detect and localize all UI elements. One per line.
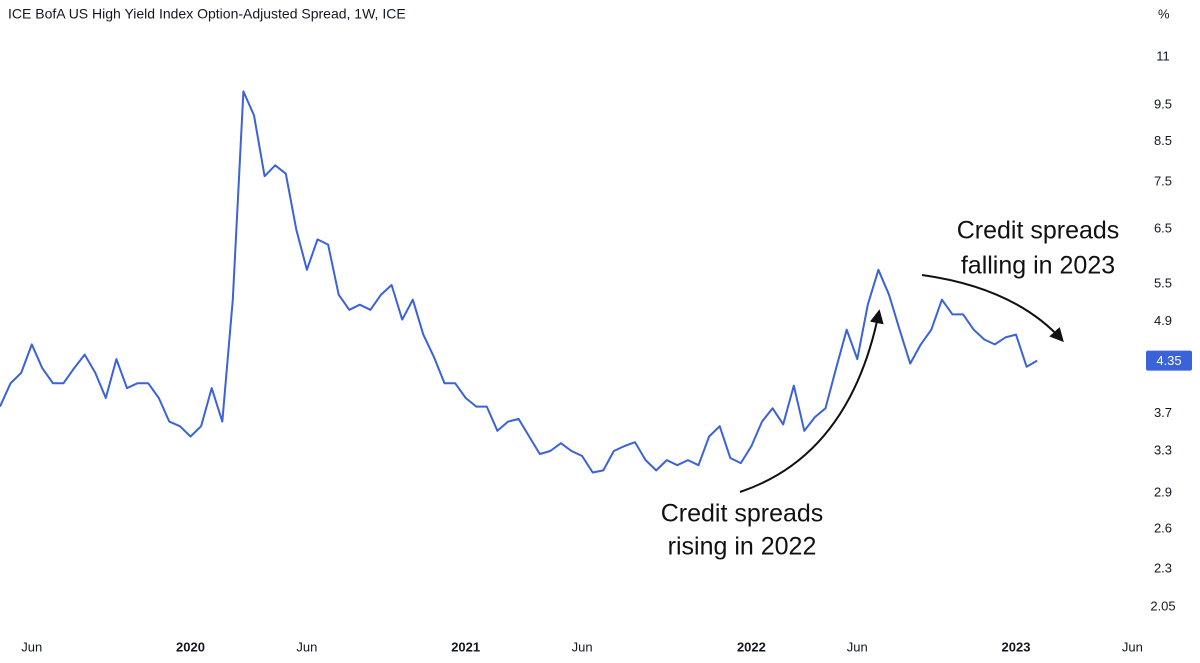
arrow xyxy=(921,274,1064,343)
x-tick-label: 2022 xyxy=(737,639,766,654)
line-series xyxy=(0,90,1038,474)
y-tick-label: 7.5 xyxy=(1154,174,1172,189)
y-tick-label: 9.5 xyxy=(1154,96,1172,111)
y-tick-label: 2.05 xyxy=(1150,598,1175,613)
y-tick-label: 3.3 xyxy=(1154,442,1172,457)
arrow xyxy=(739,309,884,493)
annotation: Credit spreads falling in 2023 xyxy=(957,217,1120,280)
x-tick-label: Jun xyxy=(296,639,317,654)
last-value-label: 4.35 xyxy=(1156,353,1181,368)
y-axis-label: % xyxy=(1158,6,1170,21)
y-tick-label: 8.5 xyxy=(1154,133,1172,148)
y-tick-label: 4.9 xyxy=(1154,313,1172,328)
x-tick-label: 2021 xyxy=(451,639,480,654)
x-tick-label: 2023 xyxy=(1002,639,1031,654)
x-tick-label: 2020 xyxy=(176,639,205,654)
annotation: Credit spreads rising in 2022 xyxy=(661,500,824,561)
x-tick-label: Jun xyxy=(572,639,593,654)
annotation-line: falling in 2023 xyxy=(961,252,1115,280)
annotation-line: Credit spreads xyxy=(957,217,1120,245)
last-value-box xyxy=(1146,350,1192,371)
x-tick-label: Jun xyxy=(847,639,868,654)
chart-title: ICE BofA US High Yield Index Option-Adju… xyxy=(8,6,406,22)
y-tick-label: 5.5 xyxy=(1154,275,1172,290)
y-tick-label: 6.5 xyxy=(1154,221,1172,236)
x-tick-label: Jun xyxy=(1122,639,1143,654)
y-tick-label: 2.9 xyxy=(1154,485,1172,500)
y-tick-label: 3.7 xyxy=(1154,405,1172,420)
y-tick-label: 2.3 xyxy=(1154,561,1172,576)
y-tick-label: 2.6 xyxy=(1154,520,1172,535)
annotation-line: rising in 2022 xyxy=(668,533,817,561)
x-tick-label: Jun xyxy=(21,639,42,654)
annotation-line: Credit spreads xyxy=(661,500,824,528)
y-tick-label: 11 xyxy=(1156,48,1170,63)
